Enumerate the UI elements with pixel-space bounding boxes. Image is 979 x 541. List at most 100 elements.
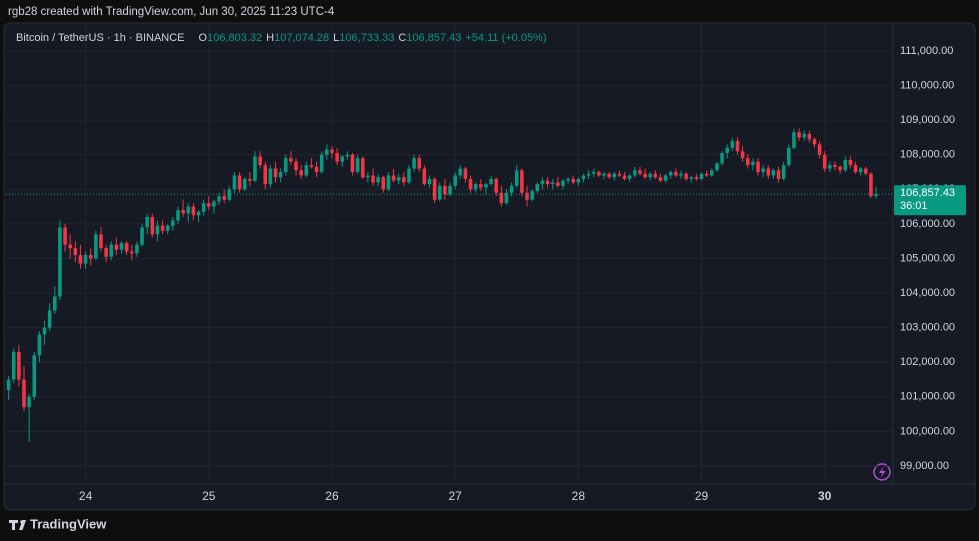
candle-body <box>725 147 730 154</box>
candle-body <box>263 165 268 185</box>
candle-body <box>781 165 786 179</box>
candle-body <box>668 172 673 176</box>
candle-body <box>58 227 62 297</box>
candle-body <box>206 203 211 207</box>
legend-value: 106,733.33 <box>339 32 394 44</box>
candle-body <box>694 177 699 179</box>
x-tick-label: 25 <box>202 489 216 503</box>
candle-body <box>514 170 519 186</box>
grid <box>6 24 893 484</box>
candle-body <box>443 185 447 195</box>
candle-body <box>463 168 468 179</box>
candle-body <box>63 227 67 245</box>
candle-body <box>679 173 683 176</box>
candle-body <box>350 154 355 173</box>
legend-value: 106,857.43 <box>406 32 461 44</box>
candle-body <box>530 191 534 200</box>
candle-body <box>294 161 298 171</box>
candle-body <box>812 139 817 145</box>
candle-body <box>47 310 52 328</box>
x-tick-label: 29 <box>695 489 709 503</box>
candle-body <box>848 159 853 166</box>
candle-body <box>248 178 252 181</box>
candle-body <box>135 244 139 254</box>
candle-body <box>42 327 47 335</box>
candle-body <box>520 170 524 193</box>
candle-body <box>366 175 370 178</box>
y-tick-label: 106,000.00 <box>900 218 955 230</box>
alert-icon <box>873 463 891 481</box>
candle-body <box>874 194 878 197</box>
candle-body <box>68 244 72 249</box>
candle-body <box>437 185 442 200</box>
candle-body <box>766 168 771 176</box>
candle-body <box>360 158 365 178</box>
footer: TradingView <box>30 516 107 531</box>
candle-body <box>412 158 416 169</box>
candle-body <box>212 201 216 207</box>
candle-body <box>217 196 221 202</box>
candle-body <box>730 140 735 148</box>
candle-body <box>581 175 586 179</box>
candle-body <box>17 351 21 380</box>
candle-body <box>545 180 550 185</box>
candle-body <box>160 225 165 231</box>
candle-body <box>278 172 283 178</box>
candle-body <box>242 178 247 190</box>
candle-body <box>32 355 37 397</box>
y-tick-label: 101,000.00 <box>900 391 955 403</box>
legend-value: 106,803.32 <box>207 32 262 44</box>
candle-body <box>94 234 98 259</box>
candle-body <box>335 153 339 162</box>
candle-body <box>232 175 237 190</box>
candle-body <box>607 173 611 178</box>
candle-body <box>304 165 309 176</box>
candle-body <box>720 153 724 164</box>
candle-body <box>165 225 170 231</box>
candle-body <box>776 170 781 179</box>
candle-body <box>833 165 837 167</box>
candle-body <box>843 159 848 171</box>
candle-body <box>52 296 57 311</box>
legend-key: C <box>398 32 406 44</box>
candle-body <box>99 234 103 249</box>
candle-body <box>797 132 801 138</box>
candle-body <box>689 177 694 179</box>
candle-body <box>735 140 740 152</box>
candle-body <box>633 170 637 176</box>
candle-body <box>73 248 78 256</box>
x-tick-label: 30 <box>818 489 832 503</box>
candle-body <box>663 175 668 181</box>
candle-body <box>869 173 873 197</box>
candle-body <box>622 175 627 179</box>
legend-symbol: Bitcoin / TetherUS · 1h · BINANCE <box>16 32 185 44</box>
candle-body <box>325 149 329 155</box>
candle-body <box>828 165 832 169</box>
candle-body <box>391 175 396 181</box>
candle-body <box>109 244 114 257</box>
candle-body <box>201 203 206 212</box>
candle-body <box>396 177 401 181</box>
y-tick-label: 109,000.00 <box>900 114 955 126</box>
candle-body <box>448 185 452 195</box>
legend: Bitcoin / TetherUS · 1h · BINANCE O106,80… <box>16 32 547 44</box>
candle-body <box>155 225 160 235</box>
candle-body <box>684 173 688 179</box>
candle-body <box>504 192 509 204</box>
candle-body <box>745 158 750 166</box>
candle-body <box>37 334 42 356</box>
last-price-label: 106,857.43 <box>900 187 955 199</box>
candle-body <box>145 216 149 228</box>
candle-body <box>556 182 560 186</box>
candle-body <box>237 175 242 190</box>
footer-logo <box>9 520 26 530</box>
candle-body <box>150 216 155 235</box>
candle-body <box>489 178 493 185</box>
candle-body <box>643 173 647 178</box>
legend-key: L <box>333 32 339 44</box>
candle-body <box>658 177 663 181</box>
candle-body <box>88 255 93 259</box>
candle-body <box>283 158 288 173</box>
